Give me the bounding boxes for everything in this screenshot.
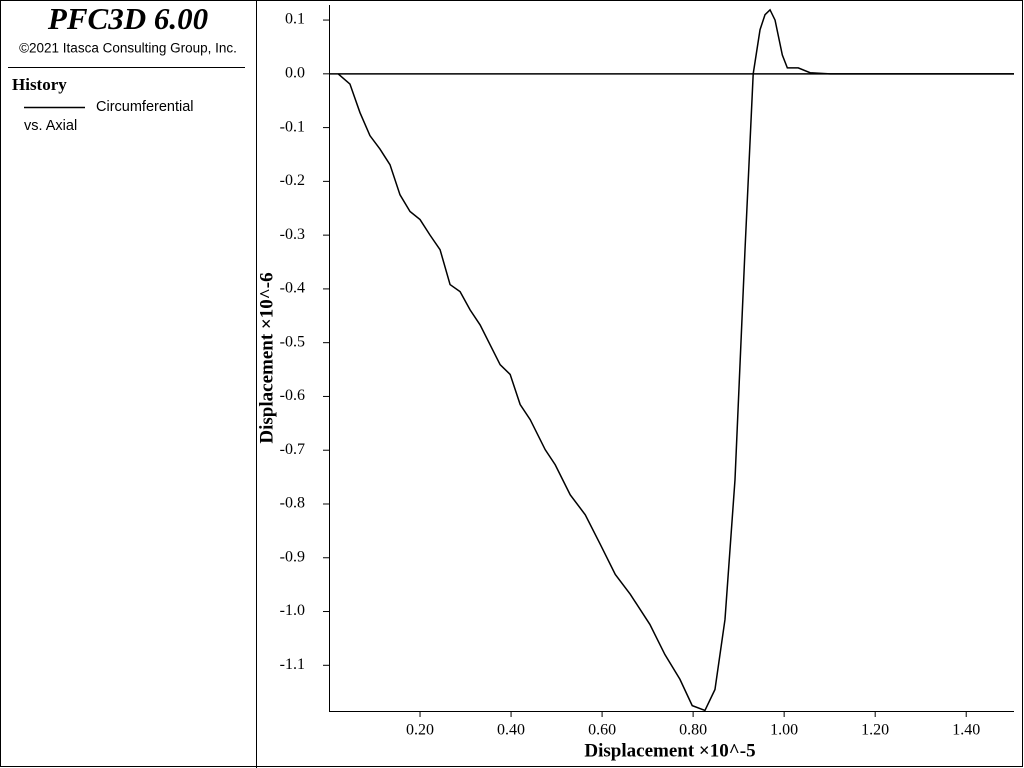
subtitle: ©2021 Itasca Consulting Group, Inc.	[19, 41, 237, 56]
y-tick-label: -0.4	[280, 280, 305, 297]
chart-title: PFC3D 6.00	[47, 1, 208, 36]
x-tick-label: 0.80	[679, 722, 707, 739]
x-tick-label: 1.00	[770, 722, 798, 739]
y-tick-label: -0.6	[280, 387, 305, 404]
x-axis-label: Displacement ×10^-5	[584, 740, 755, 761]
legend-subtitle: vs. Axial	[24, 118, 77, 134]
y-tick-label: -1.0	[280, 602, 305, 619]
y-tick-label: -0.3	[280, 226, 305, 243]
data-line	[337, 8, 1014, 712]
y-tick-label: -0.9	[280, 548, 305, 565]
x-tick-label: 0.40	[497, 722, 525, 739]
y-tick-label: -0.1	[280, 118, 305, 135]
legend-label: Circumferential	[96, 99, 194, 115]
x-tick-label: 0.20	[406, 722, 434, 739]
y-tick-label: -1.1	[280, 656, 305, 673]
x-tick-label: 1.40	[952, 722, 980, 739]
y-tick-label: 0.0	[285, 64, 305, 81]
x-tick-label: 0.60	[588, 722, 616, 739]
y-axis-label: Displacement ×10^-6	[256, 272, 277, 443]
legend-title: History	[12, 75, 67, 94]
y-tick-label: -0.8	[280, 495, 305, 512]
y-tick-label: -0.5	[280, 333, 305, 350]
y-tick-label: -0.2	[280, 172, 305, 189]
y-tick-label: 0.1	[285, 11, 305, 28]
x-tick-label: 1.20	[861, 722, 889, 739]
y-tick-label: -0.7	[280, 441, 305, 458]
